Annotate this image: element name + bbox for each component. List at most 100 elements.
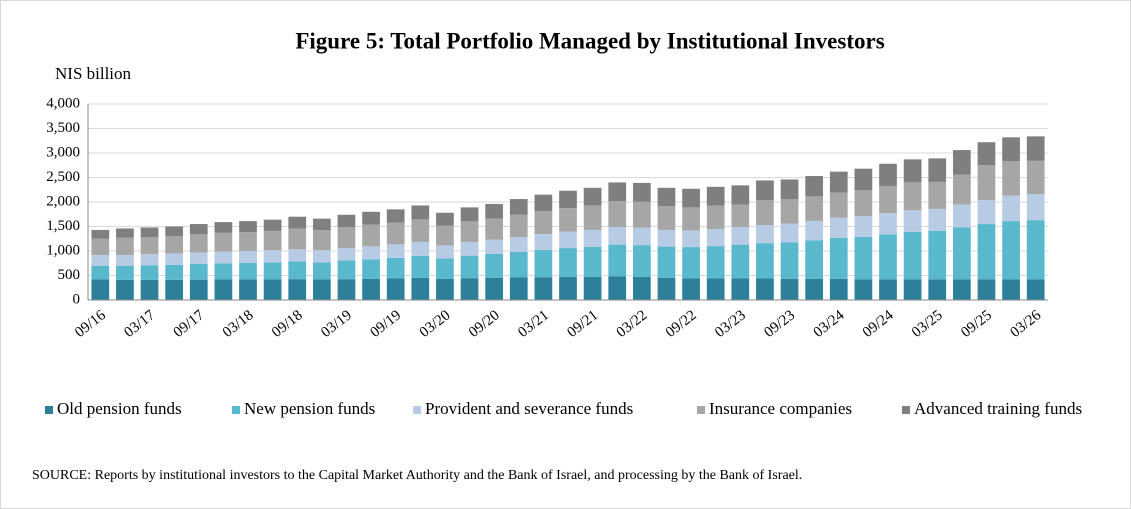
- bar-segment: [460, 278, 479, 300]
- bar-segment: [91, 229, 110, 239]
- bar-segment: [583, 205, 602, 230]
- bar-segment: [608, 201, 627, 227]
- bar-segment: [780, 242, 799, 279]
- bar-segment: [189, 279, 208, 300]
- bar-segment: [509, 214, 528, 238]
- bar-segment: [362, 211, 380, 225]
- bar-segment: [485, 239, 504, 254]
- bar-segment: [485, 218, 504, 240]
- bar-segment: [977, 224, 996, 280]
- bar-segment: [534, 211, 553, 235]
- bar-segment: [337, 226, 356, 249]
- bar-segment: [91, 265, 110, 280]
- bar-segment: [952, 150, 971, 175]
- bar-segment: [829, 192, 848, 218]
- bar-segment: [682, 278, 700, 300]
- bar-segment: [534, 194, 553, 212]
- bar-segment: [411, 219, 430, 242]
- bar-segment: [879, 186, 897, 214]
- bar-segment: [780, 199, 799, 224]
- bar-segment: [214, 222, 233, 233]
- bar-segment: [682, 230, 700, 248]
- bar-segment: [756, 243, 774, 279]
- bar-segment: [214, 251, 233, 264]
- bar-segment: [362, 278, 380, 300]
- bar-segment: [583, 246, 602, 277]
- bar-segment: [189, 224, 208, 235]
- bar-segment: [485, 203, 504, 219]
- bar-segment: [411, 205, 430, 220]
- bar-segment: [1026, 220, 1045, 280]
- bar-segment: [829, 217, 848, 238]
- bar-segment: [977, 279, 996, 300]
- bar-segment: [903, 231, 922, 280]
- bar-segment: [657, 277, 676, 300]
- bar-segment: [559, 231, 577, 249]
- bar-segment: [312, 250, 331, 263]
- bar-segment: [288, 249, 307, 262]
- bar-segment: [485, 253, 504, 278]
- bar-segment: [436, 245, 454, 259]
- bar-segment: [952, 174, 971, 205]
- bar-segment: [731, 226, 750, 245]
- bar-segment: [559, 190, 577, 209]
- bar-segment: [682, 247, 700, 279]
- bar-segment: [239, 262, 257, 280]
- bar-segment: [854, 190, 873, 217]
- legend-swatch: [697, 406, 705, 414]
- bar-segment: [263, 230, 282, 251]
- bar-segment: [312, 262, 331, 280]
- bar-segment: [214, 279, 233, 300]
- bar-segment: [189, 252, 208, 264]
- bar-segment: [805, 278, 824, 300]
- bar-segment: [928, 230, 947, 280]
- y-tick-label: 4,000: [46, 95, 80, 111]
- bar-segment: [239, 232, 257, 251]
- bar-segment: [116, 254, 134, 266]
- bar-segment: [460, 241, 479, 256]
- bar-segment: [534, 277, 553, 300]
- legend-label: Old pension funds: [57, 399, 182, 418]
- bar-segment: [189, 234, 208, 253]
- bar-segment: [928, 181, 947, 209]
- bar-segment: [140, 265, 159, 280]
- bar-segment: [928, 158, 947, 182]
- bar-segment: [534, 249, 553, 278]
- bar-segment: [632, 201, 651, 228]
- bar-segment: [411, 255, 430, 278]
- bar-segment: [879, 279, 897, 300]
- bar-segment: [903, 210, 922, 232]
- bar-segment: [386, 244, 405, 258]
- bar-segment: [780, 223, 799, 243]
- bar-segment: [362, 246, 380, 260]
- bar-segment: [165, 236, 184, 254]
- y-tick-label: 2,500: [46, 169, 80, 185]
- bar-segment: [288, 228, 307, 250]
- bar-segment: [780, 278, 799, 300]
- bar-segment: [608, 182, 627, 202]
- bar-segment: [706, 186, 725, 206]
- legend-swatch: [413, 406, 421, 414]
- bar-segment: [116, 237, 134, 255]
- bar-segment: [928, 279, 947, 300]
- legend-swatch: [232, 406, 240, 414]
- bar-segment: [731, 185, 750, 205]
- bar-segment: [337, 260, 356, 280]
- bar-segment: [534, 234, 553, 250]
- bar-segment: [436, 278, 454, 300]
- bar-segment: [362, 224, 380, 247]
- bar-segment: [706, 205, 725, 229]
- y-tick-label: 1,000: [46, 242, 80, 258]
- bar-segment: [854, 216, 873, 237]
- bar-segment: [632, 227, 651, 246]
- bar-segment: [288, 261, 307, 280]
- bar-segment: [460, 207, 479, 222]
- bar-segment: [263, 250, 282, 263]
- bar-segment: [583, 187, 602, 206]
- y-tick-label: 3,500: [46, 120, 80, 136]
- bar-segment: [140, 254, 159, 266]
- bar-segment: [928, 208, 947, 231]
- bar-segment: [756, 200, 774, 226]
- bar-segment: [214, 232, 233, 252]
